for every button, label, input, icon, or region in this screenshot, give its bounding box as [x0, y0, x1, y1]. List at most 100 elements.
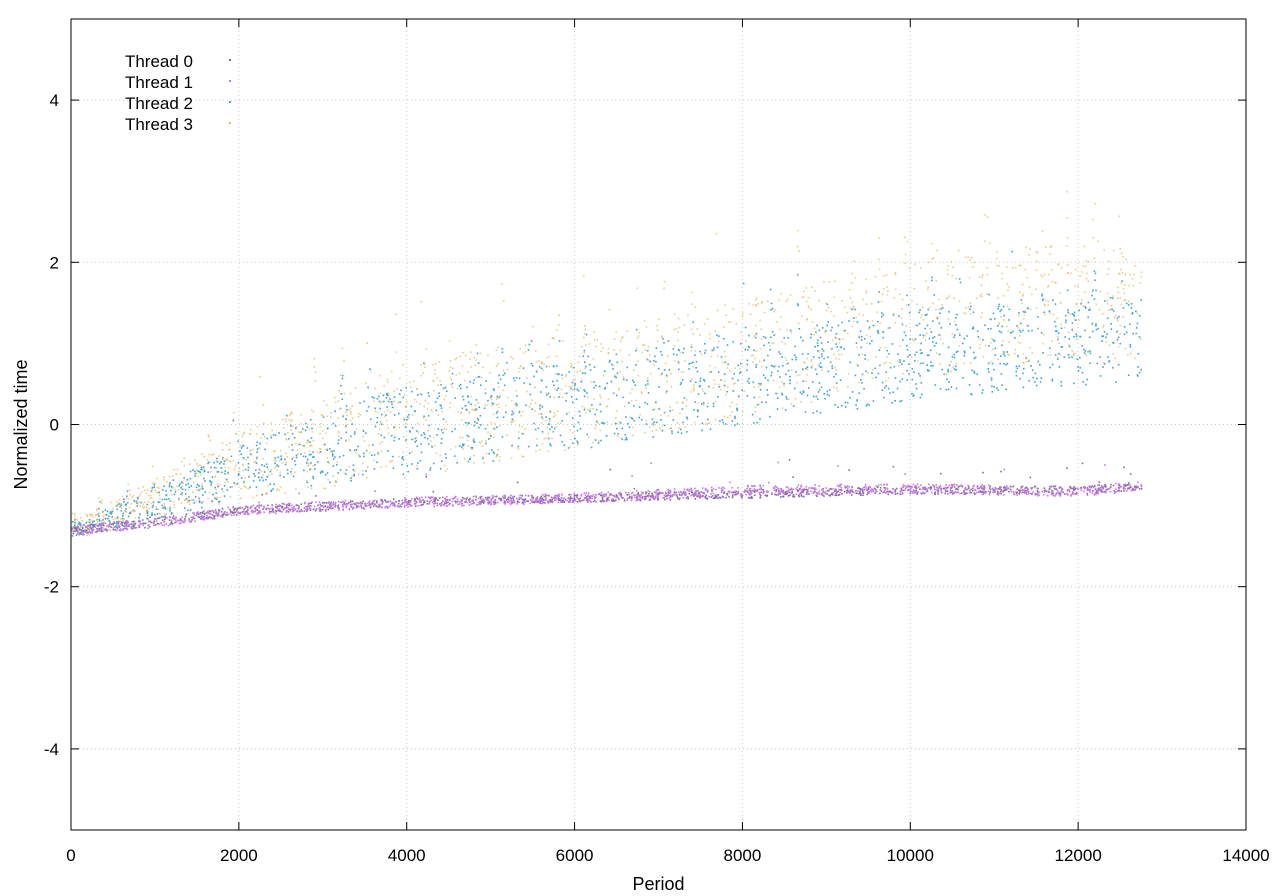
data-point — [203, 468, 206, 471]
data-point — [823, 281, 825, 283]
data-point — [103, 521, 106, 524]
data-point — [296, 449, 299, 451]
data-point — [345, 473, 347, 475]
data-point — [154, 489, 156, 492]
data-point — [333, 450, 335, 452]
data-point — [138, 487, 140, 490]
data-point — [743, 390, 746, 393]
data-point — [405, 405, 407, 408]
data-point — [892, 487, 894, 490]
data-point — [1132, 284, 1135, 287]
data-point — [906, 379, 908, 381]
data-point — [1015, 266, 1017, 269]
data-point — [675, 327, 678, 330]
data-point — [871, 340, 873, 342]
data-point — [806, 318, 808, 320]
data-point — [431, 446, 433, 448]
data-point — [967, 256, 969, 259]
data-point — [937, 493, 939, 495]
data-point — [385, 414, 387, 416]
data-point — [497, 346, 499, 349]
data-point — [466, 434, 468, 437]
data-point — [292, 456, 295, 459]
data-point — [489, 437, 491, 440]
data-point — [572, 442, 574, 444]
data-point — [731, 420, 734, 422]
data-point — [760, 328, 763, 331]
data-point — [258, 510, 261, 513]
data-point — [85, 529, 88, 532]
data-point — [843, 306, 846, 309]
data-point — [615, 494, 618, 496]
data-point — [261, 493, 264, 496]
data-point — [218, 500, 221, 503]
data-point — [452, 367, 454, 370]
data-point — [284, 492, 287, 494]
data-point — [953, 320, 956, 323]
data-point — [952, 266, 954, 269]
data-point — [791, 491, 793, 494]
data-point — [522, 501, 524, 503]
data-point — [827, 489, 830, 492]
data-point — [289, 508, 292, 511]
data-point — [1057, 356, 1059, 359]
data-point — [1136, 312, 1139, 315]
data-point — [736, 493, 738, 495]
data-point — [692, 321, 694, 324]
data-point — [216, 515, 219, 517]
data-point — [71, 527, 74, 530]
data-point — [1100, 489, 1103, 492]
data-point — [1106, 333, 1108, 335]
data-point — [339, 456, 341, 458]
data-point — [759, 384, 762, 387]
data-point — [250, 454, 253, 456]
data-point — [682, 402, 684, 405]
data-point — [892, 313, 895, 316]
data-point — [662, 337, 664, 340]
data-point — [226, 489, 229, 491]
data-point — [678, 498, 681, 501]
data-point — [272, 511, 275, 513]
data-point — [195, 469, 198, 471]
data-point — [417, 422, 419, 425]
data-point — [1103, 331, 1106, 333]
data-point — [902, 484, 905, 486]
data-point — [198, 516, 201, 519]
data-point — [971, 487, 974, 490]
data-point — [666, 495, 668, 497]
data-point — [279, 474, 281, 477]
data-point — [267, 468, 269, 470]
data-point — [408, 452, 411, 455]
data-point — [547, 450, 550, 453]
data-point — [579, 370, 582, 372]
data-point — [1089, 352, 1092, 355]
data-point — [207, 497, 209, 500]
data-point — [252, 496, 255, 499]
data-point — [871, 372, 873, 374]
data-point — [869, 335, 872, 338]
data-point — [686, 416, 688, 419]
data-point — [1113, 490, 1116, 492]
data-point — [1047, 304, 1050, 306]
data-point — [834, 280, 836, 283]
data-point — [613, 432, 616, 435]
data-point — [939, 388, 942, 390]
data-point — [1085, 277, 1088, 280]
data-point — [585, 333, 588, 336]
data-point — [998, 330, 1001, 333]
data-point — [870, 302, 873, 305]
data-point — [1008, 354, 1010, 356]
data-point — [267, 485, 269, 487]
data-point — [209, 481, 212, 483]
data-point — [814, 490, 816, 493]
data-point — [1052, 299, 1054, 301]
data-point — [474, 421, 476, 423]
data-point — [546, 394, 548, 396]
data-point — [1000, 331, 1003, 334]
data-point — [680, 381, 683, 384]
data-point — [653, 424, 656, 427]
data-point — [1070, 272, 1072, 274]
data-point — [1098, 481, 1101, 483]
data-point — [940, 487, 943, 490]
data-point — [772, 365, 774, 368]
